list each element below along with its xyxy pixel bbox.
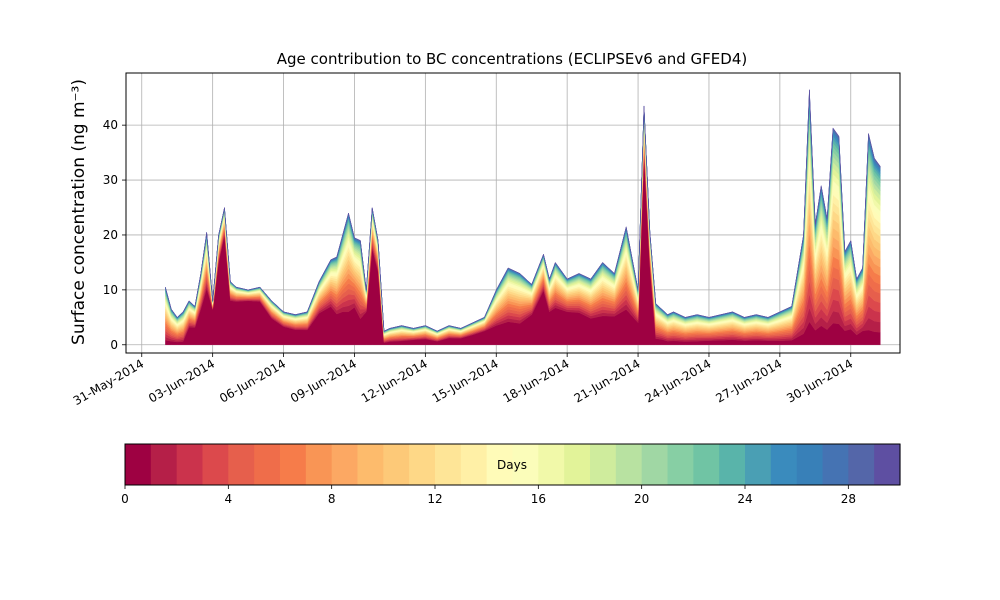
colorbar-swatch [486,444,514,485]
y-tick-label: 30 [103,173,118,187]
colorbar-swatch [280,444,307,485]
colorbar-swatch [564,444,591,485]
colorbar-swatch [305,444,333,485]
colorbar-swatch [641,444,669,485]
colorbar-swatch [848,444,875,485]
colorbar-tick-label: 0 [121,492,129,506]
colorbar-swatch [176,444,204,485]
plot-frame [125,72,901,354]
colorbar-swatch [435,444,462,485]
colorbar-swatch [254,444,281,485]
colorbar-tick-label: 12 [427,492,442,506]
colorbar-swatch [150,444,178,485]
colorbar-swatch [590,444,617,485]
colorbar-swatch [331,444,359,485]
colorbar-swatch [693,444,720,485]
colorbar-tick-label: 16 [531,492,546,506]
colorbar-swatch [615,444,643,485]
colorbar-swatch [125,444,152,485]
y-tick-label: 10 [103,283,118,297]
colorbar-tick-label: 4 [225,492,233,506]
area-age-29 [165,89,881,332]
colorbar-swatch [745,444,772,485]
colorbar-swatch [874,444,901,485]
colorbar-swatch [667,444,694,485]
colorbar: 0 4 8 12 16 20 24 28 [121,443,901,506]
colorbar-swatch [460,444,488,485]
y-axis-ticks: 0 10 20 30 40 [103,118,126,352]
chart-title: Age contribution to BC concentrations (E… [277,50,748,68]
colorbar-swatch [228,444,255,485]
colorbar-swatch [357,444,384,485]
colorbar-tick-label: 8 [328,492,336,506]
colorbar-swatch [383,444,410,485]
y-tick-label: 0 [110,338,118,352]
colorbar-swatch [770,444,798,485]
colorbar-swatch [512,444,539,485]
colorbar-swatch [202,444,229,485]
colorbar-label: Days [497,458,527,472]
y-tick-label: 40 [103,118,118,132]
colorbar-swatch [538,444,565,485]
colorbar-tick-label: 28 [841,492,856,506]
colorbar-swatch [796,444,824,485]
stacked-areas [165,89,881,345]
colorbar-frame [124,443,901,486]
colorbar-swatch [719,444,746,485]
colorbar-tick-label: 24 [737,492,752,506]
y-tick-label: 20 [103,228,118,242]
colorbar-tick-label: 20 [634,492,649,506]
y-axis-label: Surface concentration (ng m⁻³) [69,79,89,345]
colorbar-swatch [409,444,436,485]
colorbar-swatch [822,444,849,485]
